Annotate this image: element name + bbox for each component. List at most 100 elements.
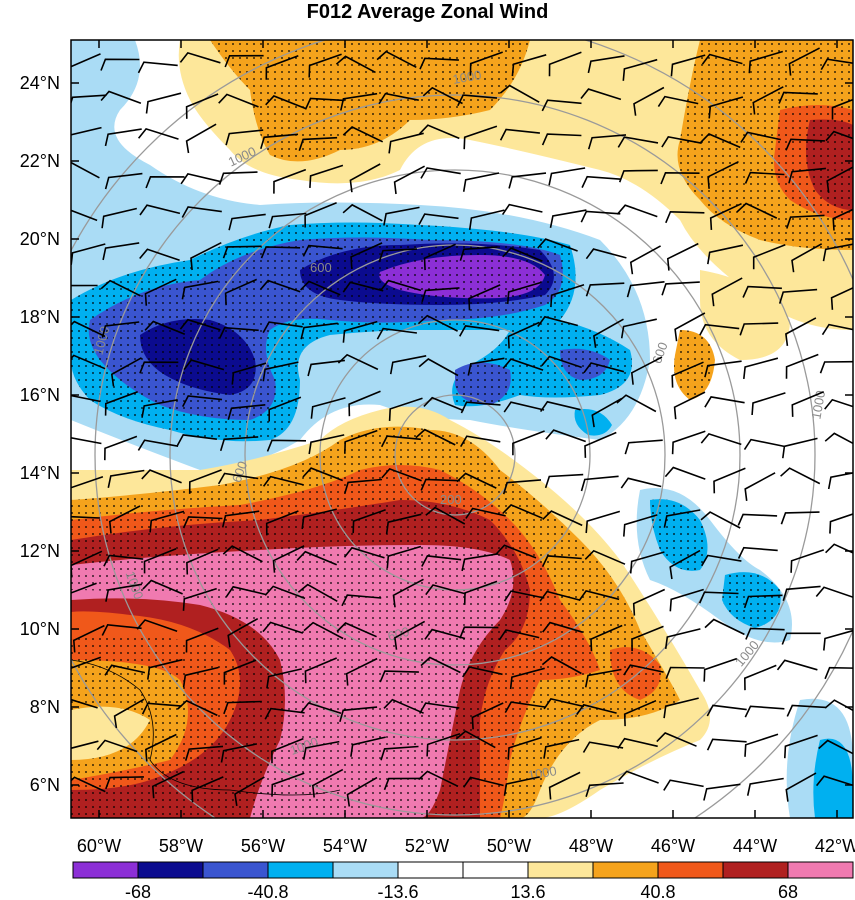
- lat-label: 8°N: [30, 697, 60, 717]
- wind-barb: [537, 315, 579, 327]
- wind-barb: [425, 584, 467, 596]
- wind-barb: [105, 583, 143, 602]
- wind-barb: [744, 733, 779, 757]
- lon-label: 42°W: [815, 836, 855, 856]
- wind-barb: [663, 779, 704, 791]
- wind-barb: [502, 247, 543, 262]
- wind-barb: [100, 90, 142, 105]
- wind-barb: [71, 515, 100, 519]
- wind-barb: [71, 476, 104, 500]
- wind-field: 200 600 600 600 600 1000 1000 1000 1000 …: [71, 40, 853, 818]
- wind-barb: [671, 430, 706, 455]
- wind-barb: [141, 469, 182, 484]
- wind-barb: [272, 545, 305, 573]
- wind-barb: [297, 583, 338, 602]
- wind-barb: [307, 359, 345, 377]
- wind-barb: [190, 241, 222, 271]
- wind-barb: [742, 285, 782, 298]
- wind-barb: [665, 210, 705, 224]
- wind-barb: [706, 738, 747, 751]
- wind-barb: [71, 53, 101, 68]
- wind-barb: [593, 318, 624, 348]
- wind-barb: [663, 697, 699, 719]
- wind-barb: [302, 740, 340, 760]
- wind-barb: [503, 590, 545, 602]
- wind-barb: [711, 277, 743, 307]
- wind-barb: [507, 736, 542, 760]
- wind-barb: [231, 362, 267, 385]
- wind-barb: [503, 401, 545, 413]
- wind-barb: [104, 664, 146, 676]
- wind-barb: [342, 126, 384, 143]
- wind-barb: [426, 732, 461, 757]
- wind-barb: [778, 288, 818, 304]
- wind-barb: [591, 397, 623, 428]
- wind-barb: [104, 172, 143, 190]
- wind-barb: [744, 472, 776, 502]
- wind-barb: [629, 245, 661, 275]
- wind-barb: [815, 586, 853, 599]
- wind-barb: [583, 362, 625, 374]
- wind-barb: [225, 129, 264, 146]
- wind-barb: [296, 550, 338, 566]
- wind-barb: [460, 401, 501, 414]
- wind-barb: [71, 284, 98, 287]
- wind-barb: [829, 513, 853, 534]
- wind-barb: [220, 743, 258, 763]
- wind-barb: [788, 47, 820, 76]
- wind-barb: [471, 702, 504, 730]
- wind-barb: [743, 357, 779, 379]
- wind-barb: [826, 166, 853, 193]
- wind-barb: [101, 623, 142, 636]
- lat-label: 12°N: [20, 541, 60, 561]
- wind-barb: [376, 50, 417, 69]
- wind-barb: [418, 213, 459, 225]
- wind-barb: [71, 698, 98, 709]
- longitude-axis: 60°W 58°W 56°W 54°W 52°W 50°W 48°W 46°W 44°W 42°W: [77, 40, 855, 856]
- wind-barb: [100, 58, 140, 71]
- wind-barb: [542, 510, 583, 527]
- colorbar-swatch: [722, 861, 789, 879]
- wind-barb: [576, 703, 617, 716]
- wind-barb: [260, 246, 301, 259]
- wind-barb: [302, 244, 343, 257]
- wind-barb: [176, 434, 218, 446]
- wind-barb: [502, 479, 542, 495]
- wind-barb: [584, 668, 622, 688]
- wind-barb: [819, 360, 853, 374]
- wind-barb: [71, 656, 102, 669]
- ring-label: 600: [310, 260, 332, 275]
- lat-label: 18°N: [20, 307, 60, 327]
- wind-barb: [746, 777, 784, 796]
- wind-barb: [465, 507, 506, 519]
- wind-barb: [706, 704, 747, 717]
- wind-barb: [581, 175, 622, 188]
- wind-barb: [386, 545, 422, 569]
- wind-barb: [707, 160, 739, 189]
- wind-barb: [657, 95, 699, 108]
- wind-barbs: [71, 47, 853, 807]
- wind-barb: [585, 248, 627, 260]
- wind-barb: [545, 429, 586, 443]
- wind-barb: [713, 467, 746, 494]
- wind-barb: [459, 246, 498, 261]
- wind-barb: [224, 54, 264, 68]
- wind-barb: [304, 97, 345, 110]
- wind-barb: [302, 467, 343, 482]
- wind-barb: [310, 397, 346, 419]
- wind-barb: [622, 58, 658, 81]
- lon-label: 58°W: [159, 836, 203, 856]
- wind-barb: [343, 546, 385, 559]
- wind-barb: [752, 244, 786, 270]
- wind-barb: [388, 397, 423, 421]
- wind-barb: [342, 320, 378, 343]
- wind-barb: [421, 555, 462, 567]
- wind-barb: [308, 53, 342, 78]
- wind-barb: [455, 730, 496, 749]
- map-title: F012 Average Zonal Wind: [306, 1, 549, 23]
- wind-barb: [265, 510, 299, 536]
- wind-barb: [708, 96, 744, 119]
- wind-barb: [223, 659, 257, 685]
- wind-barb: [467, 357, 505, 376]
- wind-barb: [268, 212, 307, 229]
